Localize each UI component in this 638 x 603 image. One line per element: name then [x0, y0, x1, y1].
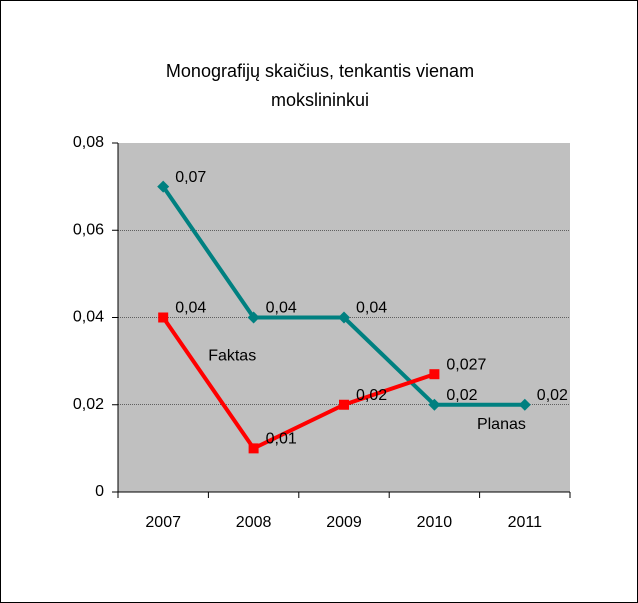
data-label: 0,01	[266, 431, 297, 448]
data-label: 0,04	[356, 300, 387, 317]
data-label: 0,027	[446, 356, 486, 373]
point	[428, 398, 441, 411]
data-label: 0,04	[266, 300, 297, 317]
data-label: 0,02	[356, 387, 387, 404]
y-tick-label: 0	[95, 483, 104, 500]
y-tick-label: 0,06	[73, 221, 104, 238]
data-label: 0,02	[446, 387, 477, 404]
series-name: Faktas	[208, 348, 256, 365]
x-tick-label: 2007	[145, 514, 181, 531]
y-tick-label: 0,08	[73, 134, 104, 151]
point	[518, 398, 531, 411]
point	[158, 312, 169, 323]
x-tick-label: 2009	[326, 514, 362, 531]
y-tick-label: 0,04	[73, 309, 104, 326]
point	[247, 311, 260, 324]
point	[339, 399, 349, 410]
data-label: 0,07	[175, 169, 206, 186]
data-label: 0,02	[537, 387, 568, 404]
x-tick-label: 2011	[508, 514, 543, 531]
chart-title: mokslininkui	[271, 90, 369, 110]
series-line	[161, 316, 436, 451]
point	[338, 311, 350, 324]
point	[248, 443, 259, 454]
x-tick-label: 2010	[417, 514, 453, 531]
chart-title: Monografijų skaičius, tenkantis vienam	[166, 61, 474, 81]
point	[429, 369, 440, 380]
data-label: 0,04	[175, 300, 206, 317]
series-name: Planas	[477, 416, 526, 433]
point	[157, 180, 170, 193]
y-tick-label: 0,02	[73, 396, 104, 413]
x-tick-label: 2008	[236, 514, 272, 531]
